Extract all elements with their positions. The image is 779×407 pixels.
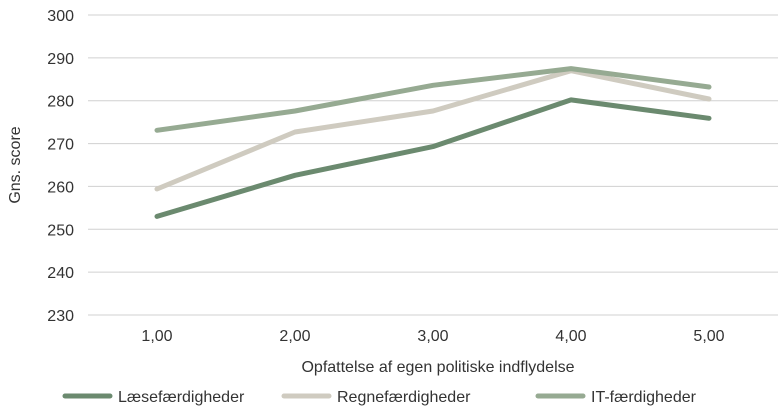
gridlines (88, 14, 778, 316)
legend-label: IT-færdigheder (591, 389, 697, 406)
legend-label: Regnefærdigheder (337, 389, 471, 406)
series-lines (154, 66, 712, 219)
legend-label: Læsefærdigheder (118, 389, 245, 406)
x-tick-label: 3,00 (417, 328, 448, 345)
series-line-2 (154, 68, 712, 192)
y-tick-label: 280 (47, 94, 74, 111)
x-tick-label: 5,00 (693, 328, 724, 345)
x-tick-label: 1,00 (141, 328, 172, 345)
y-tick-label: 260 (47, 179, 74, 196)
y-tick-label: 300 (47, 8, 74, 25)
x-axis-ticks: 1,00 2,00 3,00 4,00 5,00 (141, 328, 724, 345)
series-line-3 (154, 66, 712, 133)
y-tick-label: 290 (47, 51, 74, 68)
y-tick-label: 230 (47, 308, 74, 325)
x-tick-label: 4,00 (555, 328, 586, 345)
x-tick-label: 2,00 (279, 328, 310, 345)
x-axis-label: Opfattelse af egen politiske indflydelse (301, 359, 574, 376)
legend: Læsefærdigheder Regnefærdigheder IT-færdig… (62, 389, 697, 406)
y-tick-label: 270 (47, 137, 74, 154)
y-tick-label: 240 (47, 265, 74, 282)
y-axis-label: Gns. score (7, 126, 24, 203)
y-axis-ticks: 230 240 250 260 270 280 290 300 (47, 8, 74, 325)
series-line-1 (154, 97, 712, 219)
y-tick-label: 250 (47, 222, 74, 239)
